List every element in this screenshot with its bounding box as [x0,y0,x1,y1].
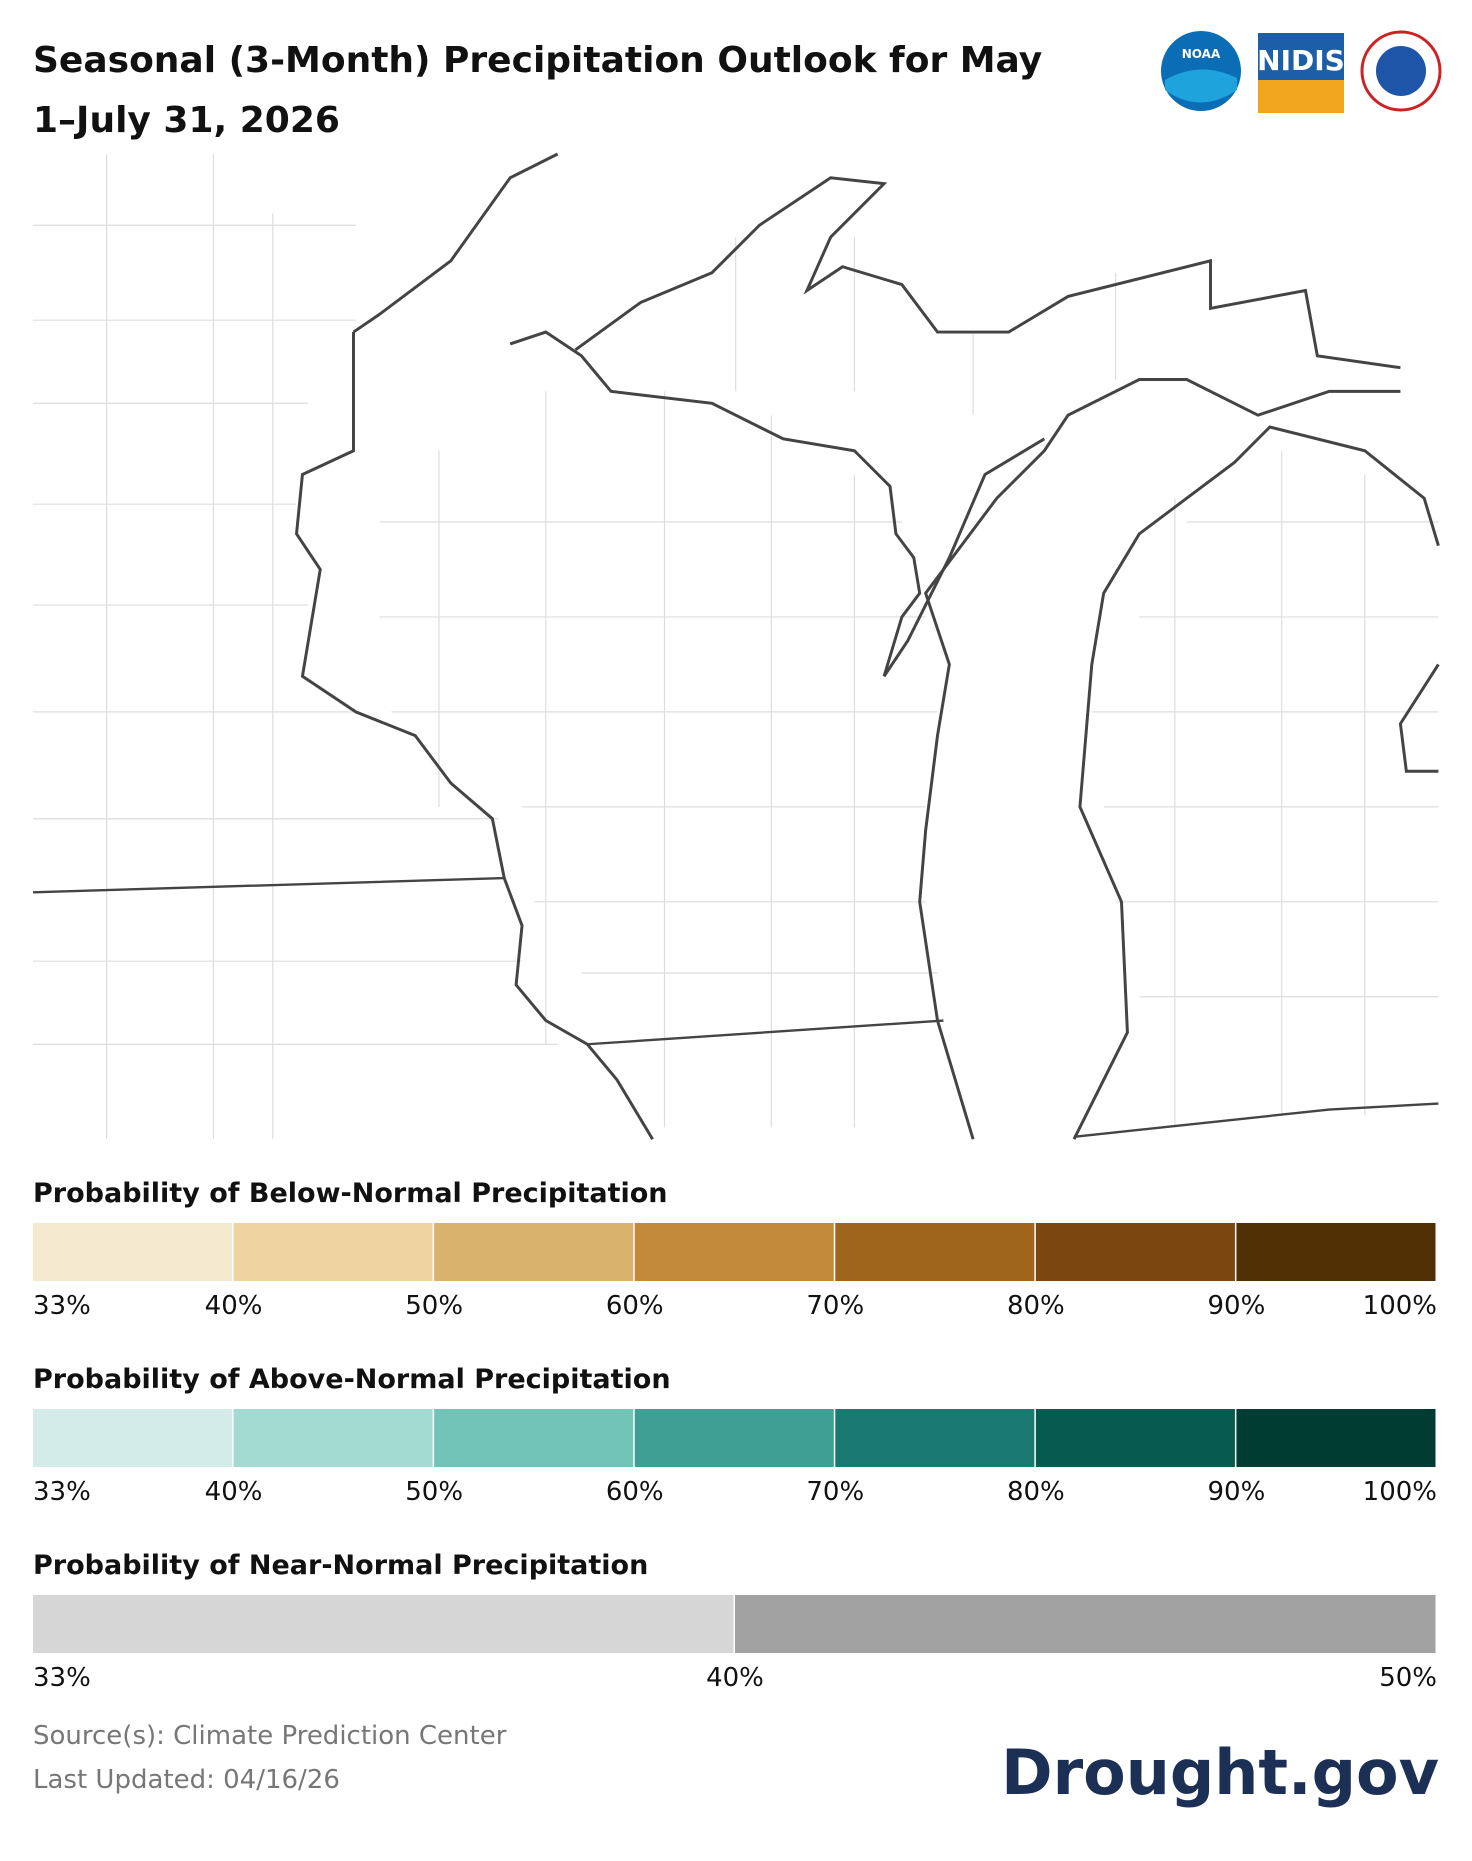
borders [32,152,1440,1140]
legend-label: 33% [33,1477,91,1507]
legend-label: 90% [1208,1291,1266,1321]
logos: NOAA NIDIS [1161,30,1442,113]
legend-swatch [735,1595,1436,1653]
legend-label: 40% [205,1291,263,1321]
legend-swatch [33,1595,734,1653]
legend-swatch [835,1409,1035,1467]
updated: Last Updated: 04/16/26 [33,1765,340,1795]
legend-title: Probability of Above-Normal Precipitatio… [33,1364,671,1395]
legend-label: 80% [1007,1291,1065,1321]
legend-label: 70% [806,1477,864,1507]
title: Seasonal (3-Month) Precipitation Outlook… [33,40,1042,81]
title: 1–July 31, 2026 [33,100,340,141]
legend-label: 33% [33,1663,91,1693]
legend-swatch [1035,1409,1235,1467]
legend-swatch [233,1409,433,1467]
legend-label: 50% [405,1291,463,1321]
legend-label: 40% [706,1663,764,1693]
nidis-band [1258,80,1344,113]
legend-label: 60% [606,1291,664,1321]
legends: Probability of Below-Normal Precipitatio… [33,1178,1437,1693]
legend-swatch [835,1223,1035,1281]
map [32,152,1440,1140]
legend-swatch [634,1409,834,1467]
legend-swatch [634,1223,834,1281]
legend-label: 60% [606,1477,664,1507]
legend-label: 100% [1363,1477,1437,1507]
legend-label: 80% [1007,1477,1065,1507]
legend-swatch [434,1223,634,1281]
legend-swatch [1236,1409,1436,1467]
source: Source(s): Climate Prediction Center [33,1721,507,1751]
nidis-text: NIDIS [1257,44,1345,77]
noaa-text: NOAA [1182,47,1221,61]
legend-label: 40% [205,1477,263,1507]
legend-swatch [1236,1223,1436,1281]
legend-label: 100% [1363,1291,1437,1321]
nws-inner [1376,46,1426,96]
legend-title: Probability of Near-Normal Precipitation [33,1550,648,1581]
legend-title: Probability of Below-Normal Precipitatio… [33,1178,668,1209]
legend-label: 33% [33,1291,91,1321]
noaa-wave [1165,69,1237,103]
legend-swatch [1035,1223,1235,1281]
legend-label: 50% [1379,1663,1437,1693]
legend-label: 70% [806,1291,864,1321]
brand: Drought.gov [1001,1736,1439,1809]
legend-label: 90% [1208,1477,1266,1507]
legend-swatch [33,1223,233,1281]
legend-swatch [233,1223,433,1281]
county-lines [33,154,1439,1140]
legend-swatch [33,1409,233,1467]
legend-label: 50% [405,1477,463,1507]
legend-swatch [434,1409,634,1467]
